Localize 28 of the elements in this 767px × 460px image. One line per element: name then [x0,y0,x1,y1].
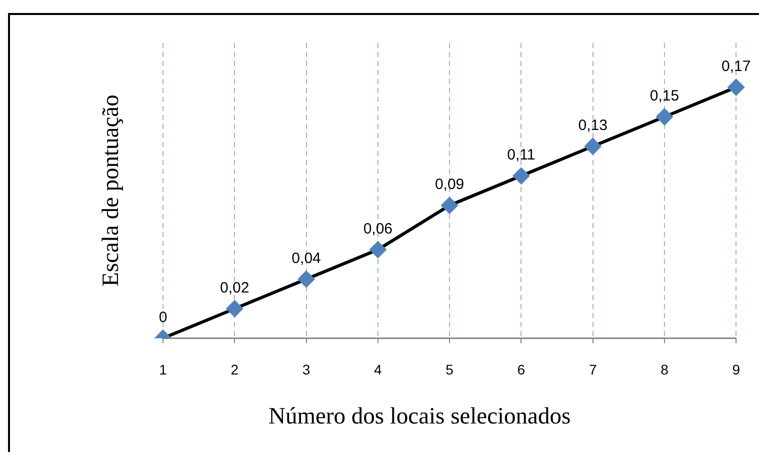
x-tick-label: 4 [374,361,382,378]
x-tick-label: 8 [660,361,669,378]
data-label: 0,02 [220,279,250,296]
x-axis-title: Número dos locais selecionados [268,403,571,430]
point [441,197,458,214]
data-label: 0,17 [722,58,751,75]
x-tick-label: 9 [732,361,740,378]
data-label: 0,09 [434,176,464,193]
point [370,242,386,258]
data-label: 0,04 [292,250,321,267]
data-label: 0 [158,308,168,326]
data-label: 0,15 [650,87,680,104]
x-tick-label: 7 [588,361,597,378]
point [584,138,601,154]
x-tick-label: 5 [446,361,454,378]
x-tick-label: 1 [159,361,168,378]
point [728,79,744,96]
point [656,108,673,125]
x-tick-label: 2 [230,361,239,378]
data-label: 0,06 [363,220,393,238]
point [298,271,314,288]
y-axis-title: Escala de pontuação [98,94,124,287]
x-tick-label: 6 [517,361,526,378]
point [513,168,530,184]
data-label: 0,13 [578,116,608,134]
point [226,300,243,317]
x-tick-label: 3 [302,361,310,378]
data-label: 0,11 [507,146,536,164]
